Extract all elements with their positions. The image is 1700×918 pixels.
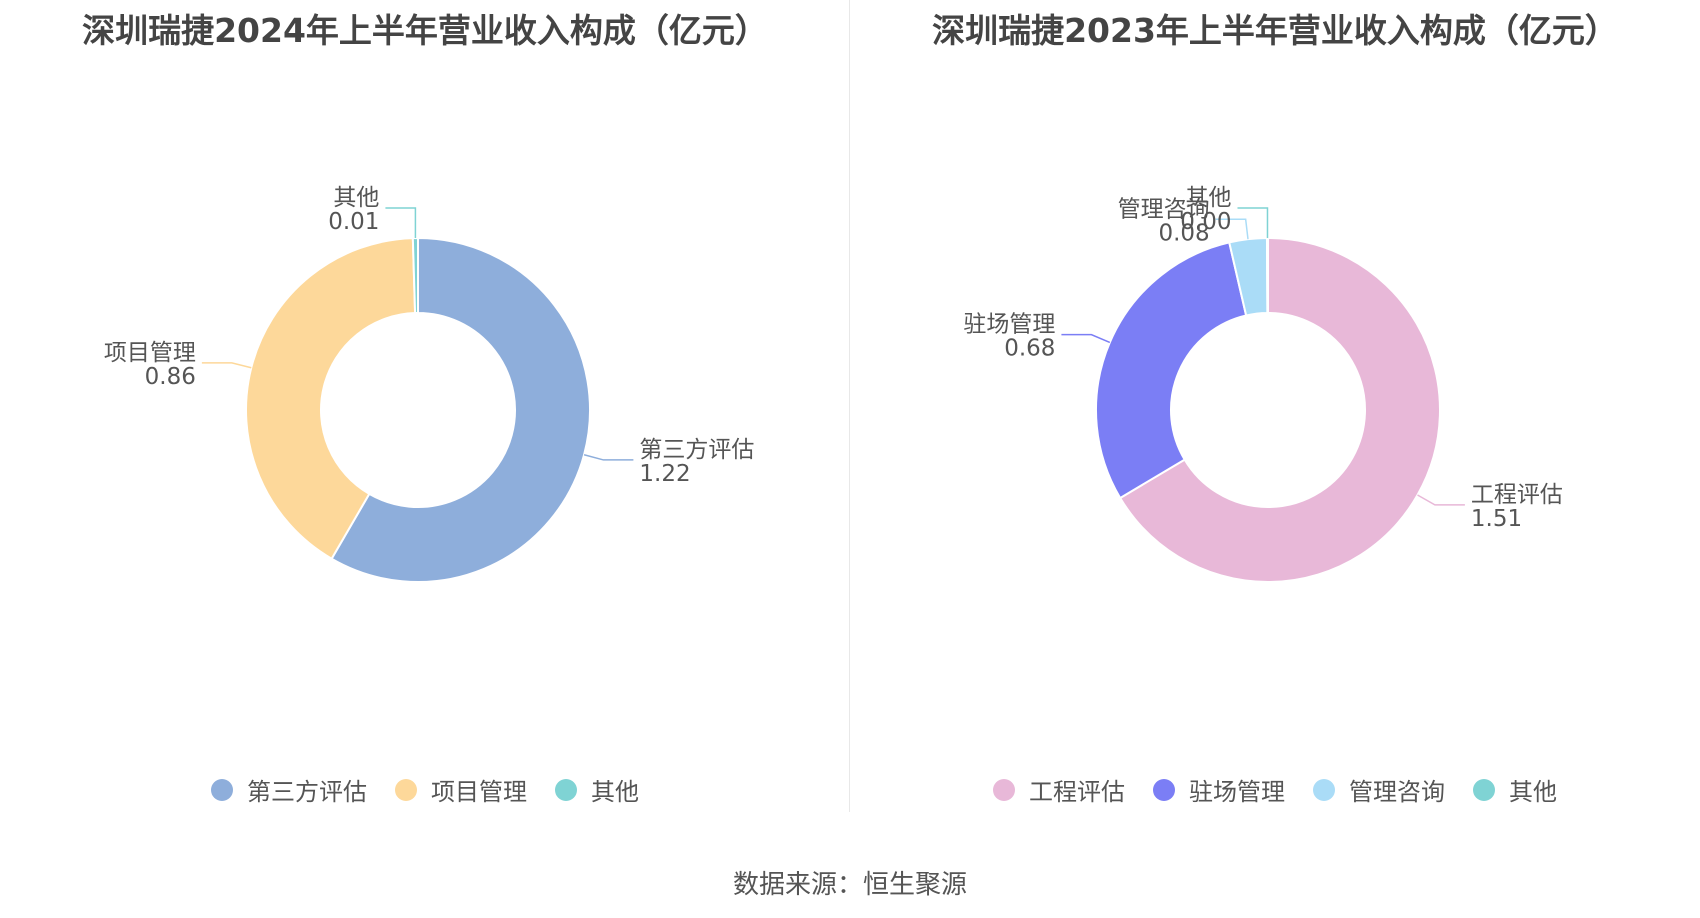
legend-label: 驻场管理 <box>1189 778 1285 806</box>
legend-item[interactable]: 项目管理 <box>395 772 527 807</box>
chart-title: 深圳瑞捷2023年上半年营业收入构成（亿元） <box>932 11 1618 50</box>
legend-swatch <box>555 778 577 801</box>
donut-slice <box>411 236 419 315</box>
slice-value-label: 0.86 <box>145 364 196 390</box>
slice-name-label: 其他 <box>1185 185 1231 211</box>
legend-swatch <box>1153 778 1175 801</box>
slice-value-label: 0.00 <box>1180 209 1231 235</box>
slice-value-label: 0.68 <box>1004 336 1055 362</box>
slice-name-label: 第三方评估 <box>639 437 754 463</box>
slice-name-label: 驻场管理 <box>963 312 1055 338</box>
leader-line <box>1237 207 1269 239</box>
leader-line <box>201 362 252 369</box>
legend-item[interactable]: 第三方评估 <box>211 772 367 807</box>
legend-label: 管理咨询 <box>1349 778 1445 806</box>
donut-slice <box>1265 236 1269 315</box>
leader-line <box>1417 494 1465 506</box>
legend-item[interactable]: 驻场管理 <box>1153 772 1285 807</box>
chart-panel-2024: 深圳瑞捷2024年上半年营业收入构成（亿元） 第三方评估 1.22 项目管理 0.86… <box>0 0 850 820</box>
legend-swatch <box>211 778 233 801</box>
legend-2024: 第三方评估 项目管理 其他 <box>0 772 850 807</box>
slice-value-label: 0.01 <box>328 209 379 235</box>
legend-label: 项目管理 <box>431 778 527 806</box>
legend-label: 其他 <box>591 778 639 806</box>
legend-2023: 工程评估 驻场管理 管理咨询 其他 <box>850 772 1700 807</box>
slice-name-label: 项目管理 <box>104 340 196 366</box>
leader-line <box>583 454 634 461</box>
legend-item[interactable]: 其他 <box>555 772 639 807</box>
slice-name-label: 管理咨询 <box>1118 196 1210 222</box>
chart-panel-2023: 深圳瑞捷2023年上半年营业收入构成（亿元） 工程评估 1.51 驻场管理 0.68 管… <box>850 0 1700 820</box>
legend-item[interactable]: 管理咨询 <box>1313 772 1445 807</box>
slice-value-label: 0.08 <box>1158 220 1209 246</box>
legend-item[interactable]: 工程评估 <box>993 772 1125 807</box>
legend-swatch <box>993 778 1015 801</box>
data-source-note: 数据来源：恒生聚源 <box>732 870 967 900</box>
leader-line <box>385 207 417 239</box>
donut-slice <box>245 237 417 561</box>
slice-value-label: 1.51 <box>1471 506 1522 532</box>
chart-title: 深圳瑞捷2024年上半年营业收入构成（亿元） <box>82 11 768 50</box>
legend-item[interactable]: 其他 <box>1473 772 1557 807</box>
donut-slice <box>1118 236 1441 583</box>
leader-line <box>1061 333 1111 344</box>
legend-label: 其他 <box>1509 778 1557 806</box>
slice-value-label: 1.22 <box>639 461 690 487</box>
legend-swatch <box>395 778 417 801</box>
slice-name-label: 工程评估 <box>1471 482 1563 508</box>
legend-label: 第三方评估 <box>247 778 367 806</box>
leader-line <box>1215 218 1249 240</box>
legend-swatch <box>1473 778 1495 801</box>
legend-label: 工程评估 <box>1029 778 1125 806</box>
slice-name-label: 其他 <box>333 185 379 211</box>
donut-slice <box>1095 241 1248 500</box>
legend-swatch <box>1313 778 1335 801</box>
donut-slice <box>330 236 591 583</box>
panel-divider <box>849 0 850 812</box>
